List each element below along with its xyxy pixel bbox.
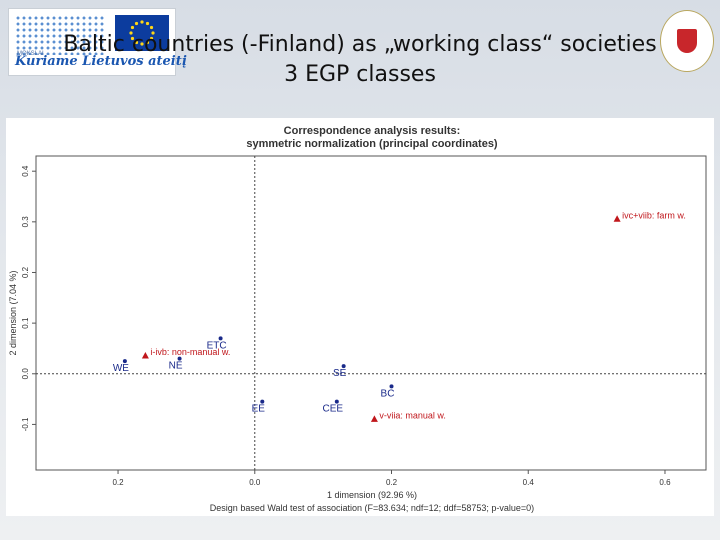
data-point-label: EE: [252, 404, 266, 415]
data-point-label: NE: [169, 361, 183, 372]
eu-star-icon: [134, 21, 139, 26]
y-axis-label: 2 dimension (7.04 %): [8, 270, 18, 355]
data-point-circle: [260, 399, 265, 404]
y-tick-label: -0.1: [21, 417, 30, 431]
x-tick-label: 0.4: [523, 478, 535, 487]
y-tick-label: 0.1: [21, 317, 30, 329]
x-tick-label: 0.2: [112, 478, 124, 487]
x-tick-label: 0.2: [386, 478, 398, 487]
data-point-triangle: [141, 352, 149, 359]
x-tick-label: 0.0: [249, 478, 261, 487]
data-point-label: i-ivb: non-manual w.: [150, 347, 230, 357]
eu-star-icon: [149, 36, 154, 41]
logo-small-text: MOKSLAI: [17, 51, 44, 57]
eu-star-icon: [140, 42, 144, 46]
eu-star-icon: [149, 25, 154, 30]
correspondence-plot: Correspondence analysis results: symmetr…: [8, 125, 707, 513]
y-tick-label: 0.3: [21, 216, 30, 228]
eu-star-icon: [151, 31, 155, 35]
y-tick-label: 0.4: [21, 165, 30, 177]
dot-grid-logo: [15, 15, 105, 55]
data-point-triangle: [370, 415, 378, 422]
chart-footnote: Design based Wald test of association (F…: [210, 503, 534, 513]
chart-title: Correspondence analysis results:: [284, 125, 461, 137]
university-seal: [660, 10, 714, 72]
data-point-label: ivc+viib: farm w.: [622, 210, 686, 220]
data-point-label: v-viia: manual w.: [379, 410, 446, 420]
data-point-circle: [389, 384, 394, 389]
eu-star-icon: [130, 25, 135, 30]
y-tick-label: 0.0: [21, 368, 30, 380]
eu-star-icon: [145, 21, 150, 26]
eu-star-icon: [134, 40, 139, 45]
data-point-label: WE: [113, 363, 129, 374]
chart-image: Correspondence analysis results: symmetr…: [6, 118, 714, 516]
eu-flag-icon: [115, 15, 169, 51]
data-point-label: ETC: [207, 340, 227, 351]
title-line-2: 3 EGP classes: [284, 62, 436, 87]
eu-star-icon: [130, 36, 135, 41]
data-point-circle: [334, 399, 339, 404]
data-point-circle: [122, 359, 127, 364]
data-point-circle: [177, 356, 182, 361]
data-point-circle: [218, 336, 223, 341]
data-point-label: SE: [333, 368, 347, 379]
slide-title: Baltic countries (-Finland) as „working …: [0, 30, 720, 90]
eu-star-icon: [140, 20, 144, 24]
x-tick-label: 0.6: [659, 478, 671, 487]
logo-tagline: Kuriame Lietuvos ateitį: [15, 54, 187, 69]
eu-star-icon: [129, 31, 133, 35]
x-axis-label: 1 dimension (92.96 %): [327, 490, 417, 500]
data-point-label: CEE: [323, 404, 344, 415]
title-line-1: Baltic countries (-Finland) as „working …: [63, 32, 657, 57]
coat-of-arms-icon: [677, 29, 697, 53]
data-point-triangle: [613, 215, 621, 222]
plot-box: [35, 155, 707, 471]
data-point-label: BC: [381, 388, 395, 399]
data-point-circle: [341, 364, 346, 369]
project-logo: MOKSLAI Kuriame Lietuvos ateitį: [8, 8, 187, 76]
chart-subtitle: symmetric normalization (principal coord…: [246, 138, 498, 150]
y-tick-label: 0.2: [21, 266, 30, 278]
eu-star-icon: [145, 40, 150, 45]
